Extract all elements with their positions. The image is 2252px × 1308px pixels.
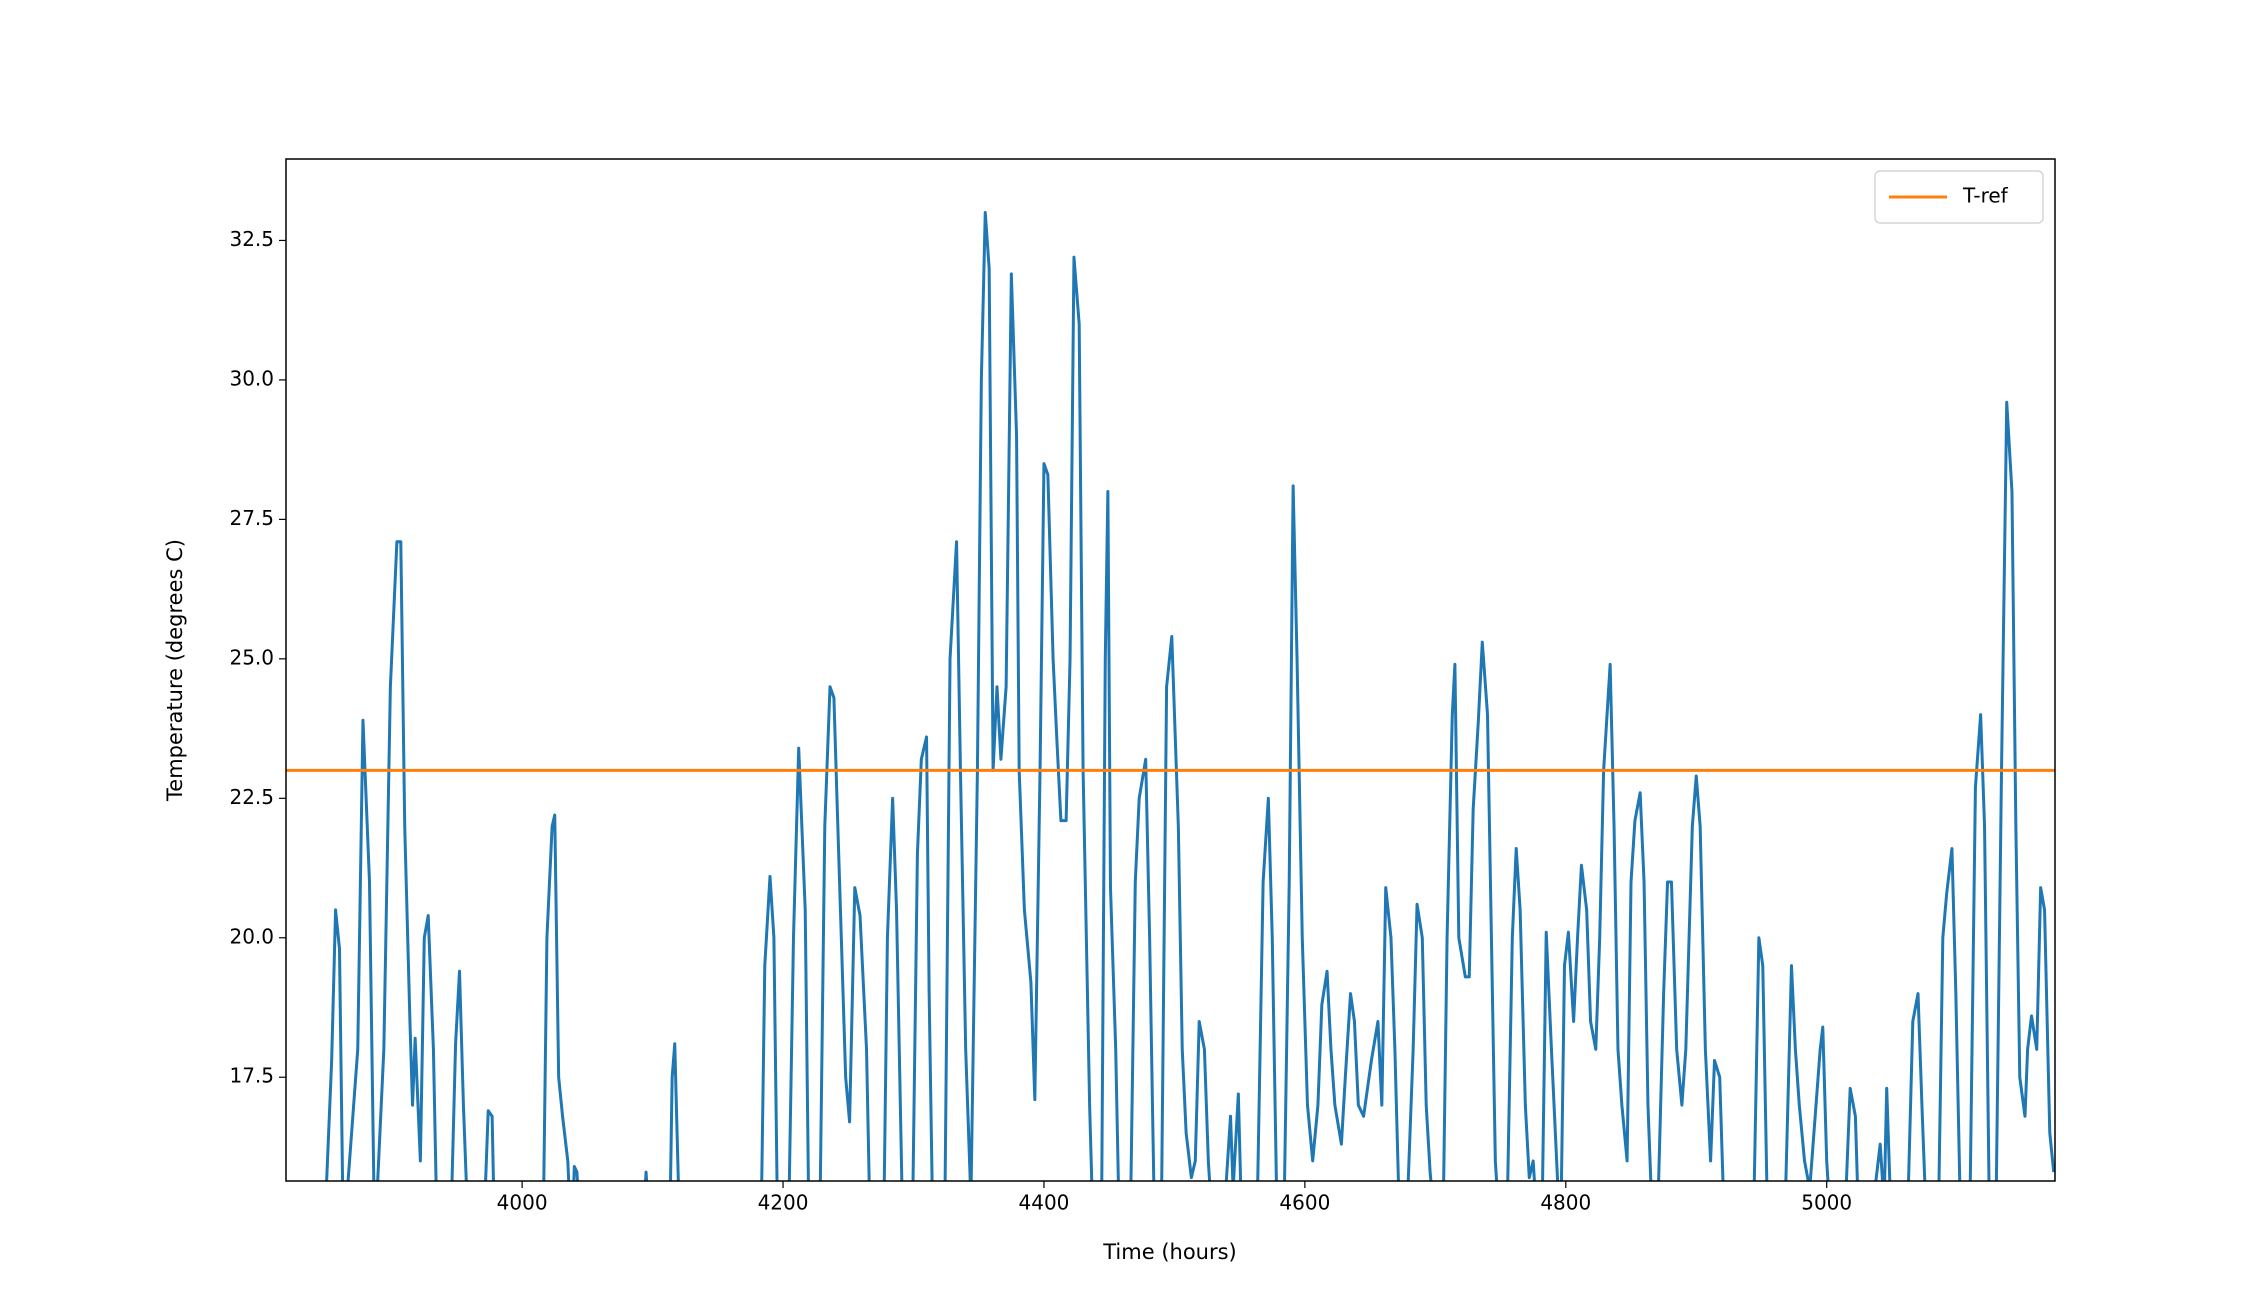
- y-axis-label: Temperature (degrees C): [163, 539, 187, 802]
- y-tick-label: 17.5: [229, 1064, 274, 1088]
- plot-area: [286, 211, 2055, 1181]
- y-tick-label: 32.5: [229, 227, 274, 251]
- axes-frame: [285, 158, 2056, 1182]
- y-tick-label: 27.5: [229, 506, 274, 530]
- legend-label: T-ref: [1962, 184, 2009, 208]
- series-line: [325, 211, 2055, 1181]
- x-tick-label: 4200: [758, 1191, 809, 1215]
- y-tick-label: 25.0: [229, 645, 274, 669]
- x-tick-label: 4800: [1540, 1191, 1591, 1215]
- x-axis-label: Time (hours): [1102, 1240, 1237, 1264]
- y-tick-label: 20.0: [229, 924, 274, 948]
- y-tick-label: 22.5: [229, 785, 274, 809]
- x-tick-label: 4000: [497, 1191, 548, 1215]
- y-tick-label: 30.0: [229, 366, 274, 390]
- legend-box: [1874, 170, 2044, 224]
- x-tick-label: 5000: [1801, 1191, 1852, 1215]
- x-tick-label: 4400: [1019, 1191, 1070, 1215]
- x-tick-label: 4600: [1279, 1191, 1330, 1215]
